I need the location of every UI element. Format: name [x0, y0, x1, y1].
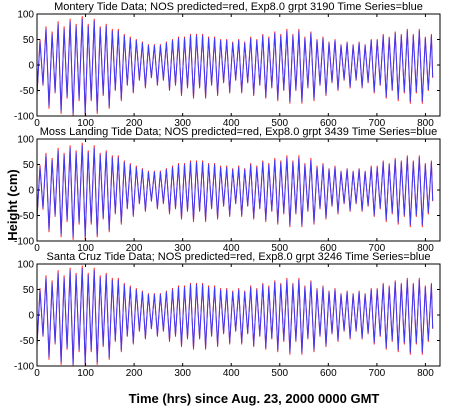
x-tick-label: 500 [271, 243, 288, 254]
y-tick-label: 50 [23, 160, 35, 171]
panel-title-3: Santa Cruz Tide Data; NOS predicted=red,… [47, 251, 431, 263]
x-tick-label: 200 [126, 243, 143, 254]
panel-title-2: Moss Landing Tide Data; NOS predicted=re… [40, 126, 437, 138]
x-tick-label: 600 [320, 118, 337, 129]
y-tick-label: -100 [14, 237, 34, 248]
x-tick-label: 700 [369, 243, 386, 254]
series-line-time-series-panel-3 [36, 268, 434, 365]
y-tick-label: 0 [28, 311, 34, 322]
series-line-nos-predicted-panel-2 [36, 142, 434, 240]
x-tick-label: 400 [223, 243, 240, 254]
panel-title-1: Montery Tide Data; NOS predicted=red, Ex… [54, 1, 423, 13]
y-tick-label: 50 [23, 35, 35, 46]
x-tick-label: 600 [320, 243, 337, 254]
x-tick-label: 300 [174, 243, 191, 254]
series-line-nos-predicted-panel-1 [36, 16, 434, 117]
x-tick-label: 200 [126, 118, 143, 129]
panel-3: 0 100 200 300 400 500 600 700 800 -100 -50 0 50 100 Sa… [14, 251, 441, 379]
y-tick-label: -50 [20, 211, 35, 222]
y-tick-label: -50 [20, 86, 35, 97]
x-tick-label: 300 [174, 368, 191, 379]
y-tick-label: 50 [23, 285, 35, 296]
x-tick-label: 0 [34, 368, 40, 379]
x-tick-label: 800 [417, 368, 434, 379]
y-tick-label: 0 [28, 186, 34, 197]
x-tick-label: 800 [417, 243, 434, 254]
x-tick-label: 200 [126, 368, 143, 379]
x-tick-label: 0 [34, 118, 40, 129]
series-line-time-series-panel-2 [36, 145, 434, 238]
panel-2: 0 100 200 300 400 500 600 700 800 -100 -50 0 50 100 Mo… [14, 126, 441, 254]
x-axis-label: Time (hrs) since Aug. 23, 2000 0000 GMT [129, 391, 380, 406]
y-axis-label: Height (cm) [5, 169, 20, 241]
series-line-nos-predicted-panel-3 [36, 265, 434, 367]
x-tick-label: 300 [174, 118, 191, 129]
y-tick-label: -100 [14, 112, 34, 123]
x-tick-label: 700 [369, 368, 386, 379]
y-tick-label: 100 [17, 135, 34, 146]
x-tick-label: 700 [369, 118, 386, 129]
series-line-time-series-panel-1 [36, 18, 434, 114]
x-tick-label: 500 [271, 368, 288, 379]
x-tick-label: 100 [77, 118, 94, 129]
y-tick-label: 0 [28, 61, 34, 72]
y-tick-label: 100 [17, 10, 34, 21]
x-tick-label: 400 [223, 368, 240, 379]
x-tick-label: 0 [34, 243, 40, 254]
x-tick-label: 600 [320, 368, 337, 379]
y-tick-label: -50 [20, 336, 35, 347]
x-tick-label: 100 [77, 243, 94, 254]
x-tick-label: 500 [271, 118, 288, 129]
y-tick-label: -100 [14, 362, 34, 373]
y-tick-label: 100 [17, 260, 34, 271]
x-tick-label: 400 [223, 118, 240, 129]
x-tick-label: 800 [417, 118, 434, 129]
x-tick-label: 100 [77, 368, 94, 379]
panel-1: 0 100 200 300 400 500 600 700 800 -100 -50 0 50 100 Mo… [14, 1, 441, 129]
